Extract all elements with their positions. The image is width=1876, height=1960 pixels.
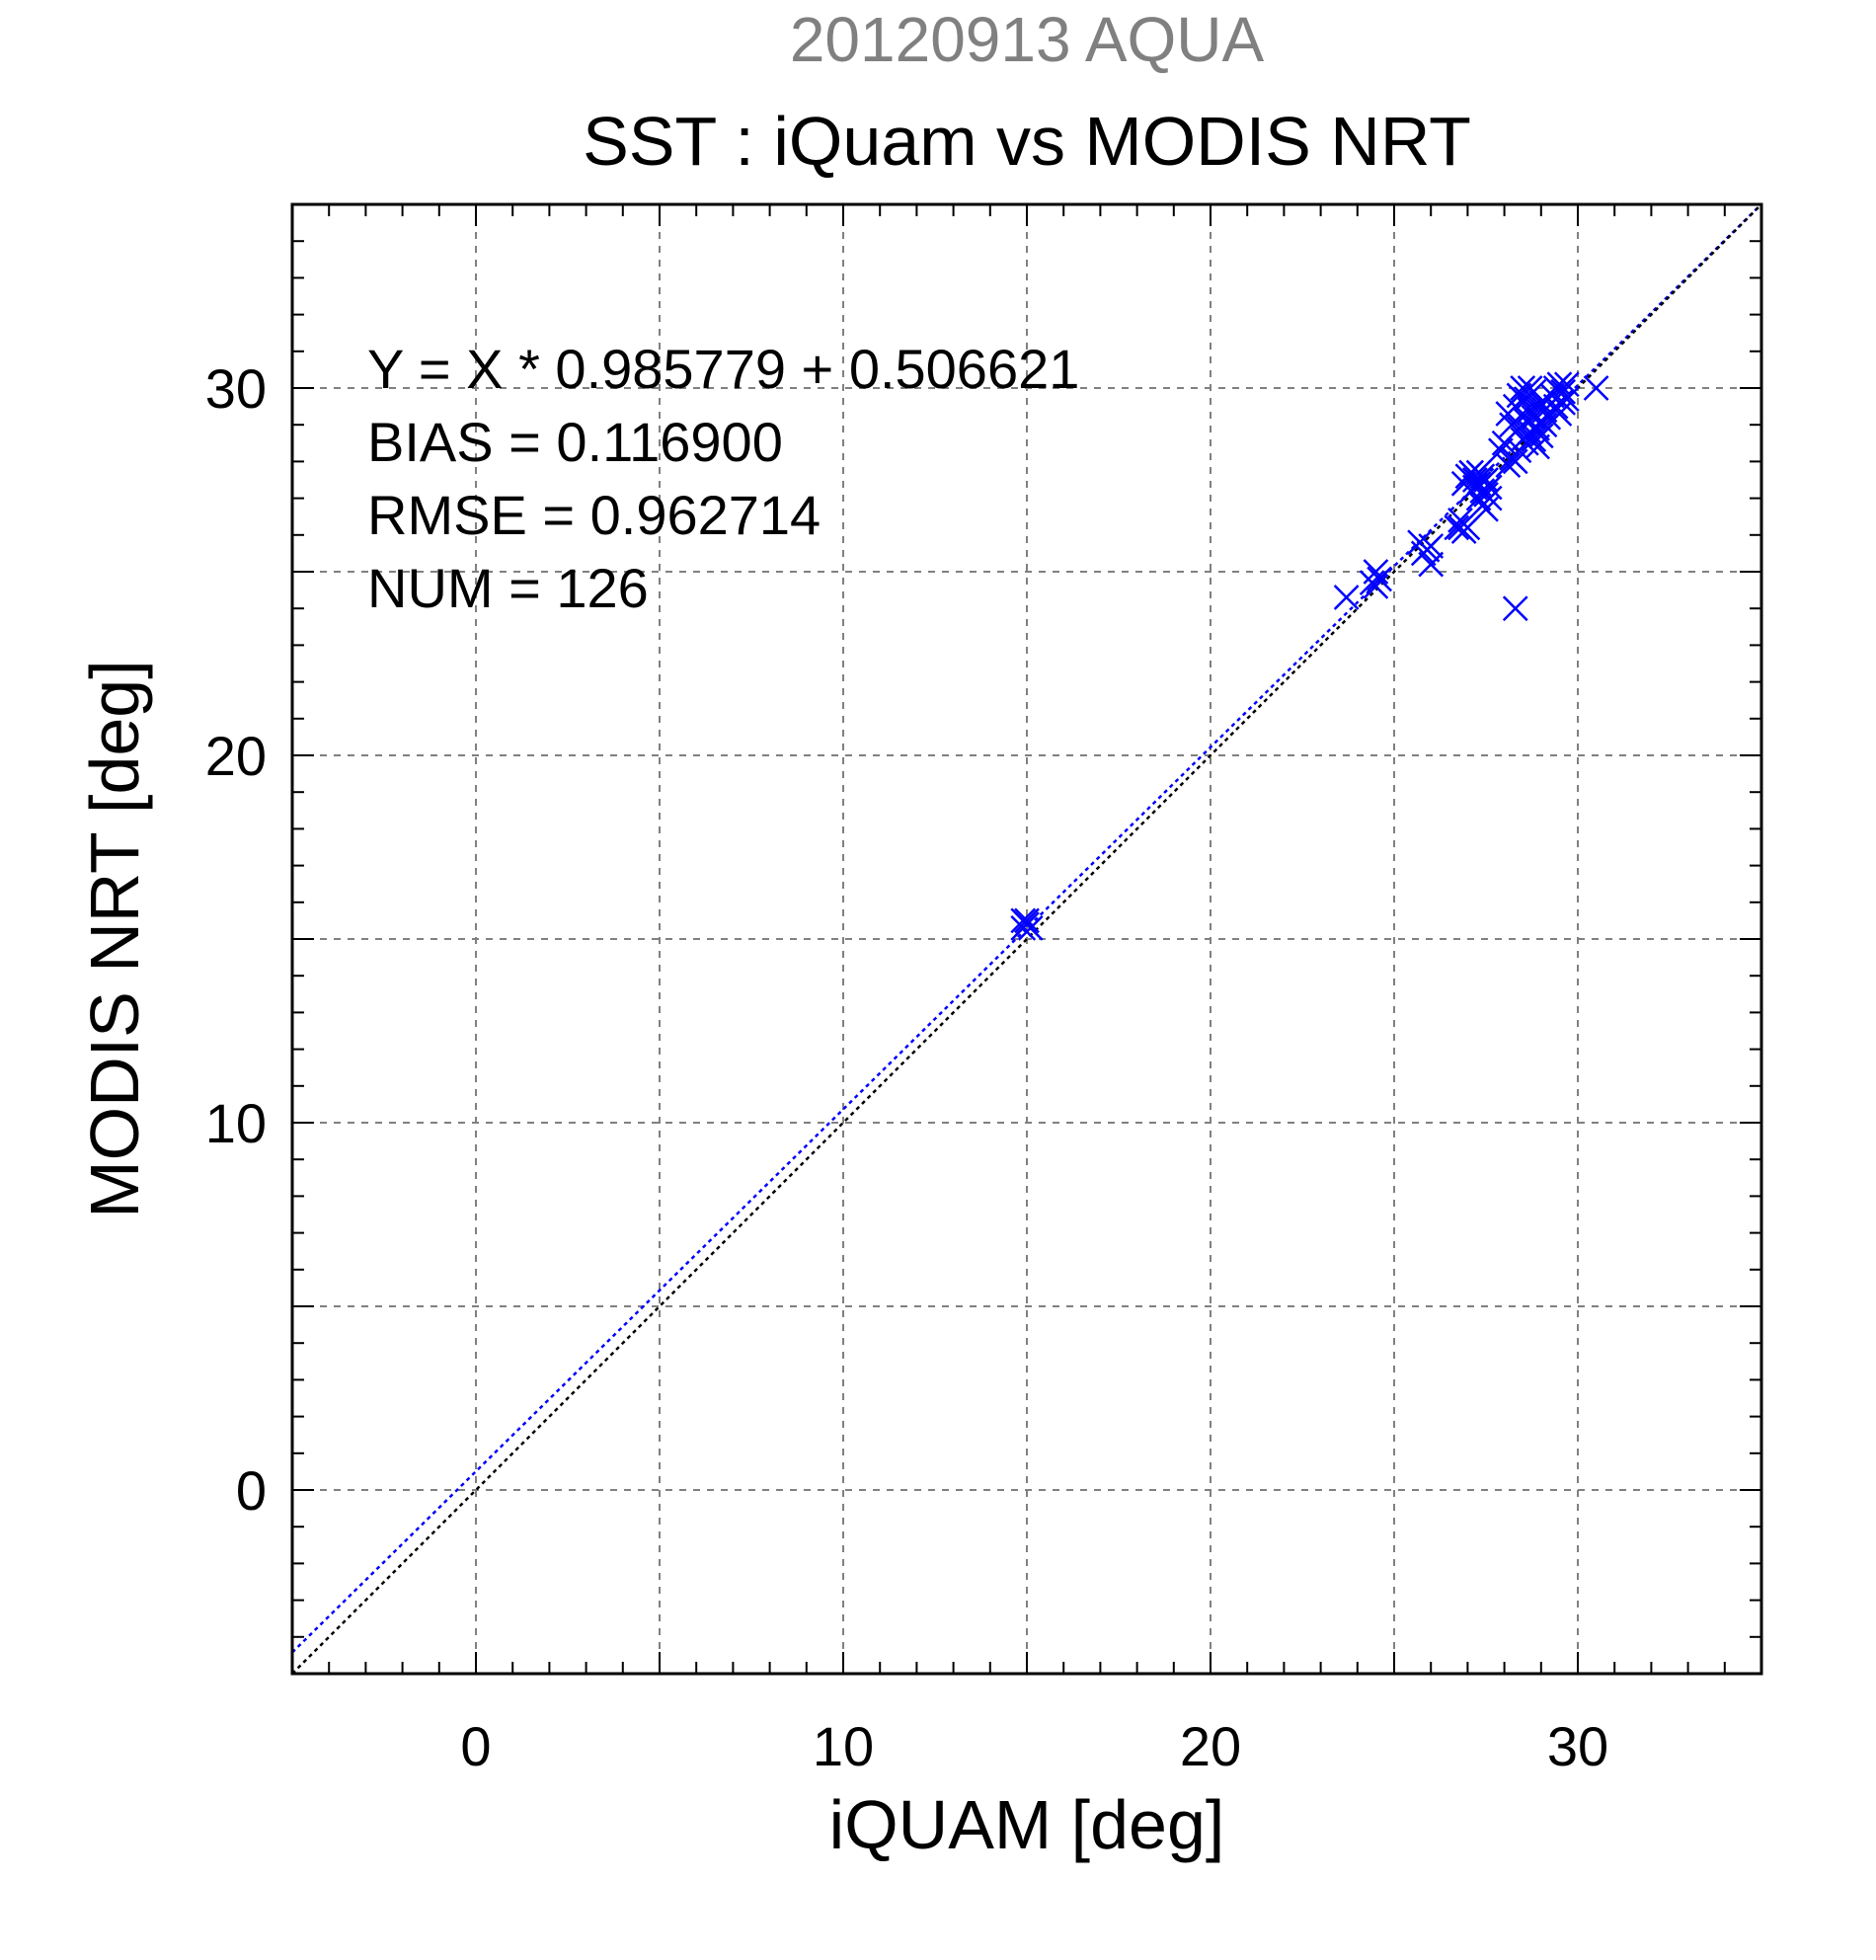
tick-labels: 0 10 20 30 0 10 20 30 bbox=[205, 357, 1608, 1777]
data-point bbox=[1502, 595, 1528, 622]
data-point bbox=[1476, 485, 1503, 511]
x-tick-label: 10 bbox=[813, 1715, 874, 1777]
data-point bbox=[1542, 393, 1569, 420]
stats-bias: BIAS = 0.116900 bbox=[367, 411, 783, 473]
date-title: 20120913 AQUA bbox=[790, 4, 1265, 75]
y-tick-label: 20 bbox=[205, 725, 267, 787]
y-axis-label: MODIS NRT [deg] bbox=[76, 660, 153, 1217]
y-tick-label: 10 bbox=[205, 1092, 267, 1154]
data-point bbox=[1487, 437, 1514, 464]
stats-num: NUM = 126 bbox=[367, 557, 649, 619]
data-points bbox=[1010, 371, 1609, 941]
data-point bbox=[1418, 551, 1445, 578]
data-point bbox=[1367, 566, 1393, 592]
x-tick-label: 30 bbox=[1547, 1715, 1608, 1777]
data-point bbox=[1444, 514, 1470, 541]
data-point bbox=[1363, 573, 1389, 599]
y-tick-label: 30 bbox=[205, 357, 267, 420]
data-point bbox=[1583, 375, 1609, 401]
data-point bbox=[1010, 914, 1037, 941]
stats-rmse: RMSE = 0.962714 bbox=[367, 484, 821, 546]
data-point bbox=[1333, 585, 1360, 610]
data-point bbox=[1553, 386, 1580, 413]
data-point bbox=[1476, 474, 1503, 501]
data-point bbox=[1410, 540, 1437, 567]
data-point bbox=[1014, 907, 1040, 934]
data-point bbox=[1017, 914, 1044, 941]
stats-box: Y = X * 0.985779 + 0.506621 BIAS = 0.116… bbox=[367, 338, 1079, 619]
data-point bbox=[1447, 514, 1473, 541]
grid bbox=[292, 204, 1761, 1674]
data-point bbox=[1495, 452, 1522, 479]
x-axis-label: iQUAM [deg] bbox=[829, 1786, 1225, 1863]
stats-fit-equation: Y = X * 0.985779 + 0.506621 bbox=[367, 338, 1079, 400]
plot-frame bbox=[290, 202, 1763, 1676]
data-point bbox=[1550, 378, 1577, 405]
x-tick-label: 0 bbox=[460, 1715, 491, 1777]
x-tick-label: 20 bbox=[1180, 1715, 1241, 1777]
chart-title: SST : iQuam vs MODIS NRT bbox=[583, 103, 1471, 180]
y-tick-label: 0 bbox=[236, 1459, 267, 1522]
